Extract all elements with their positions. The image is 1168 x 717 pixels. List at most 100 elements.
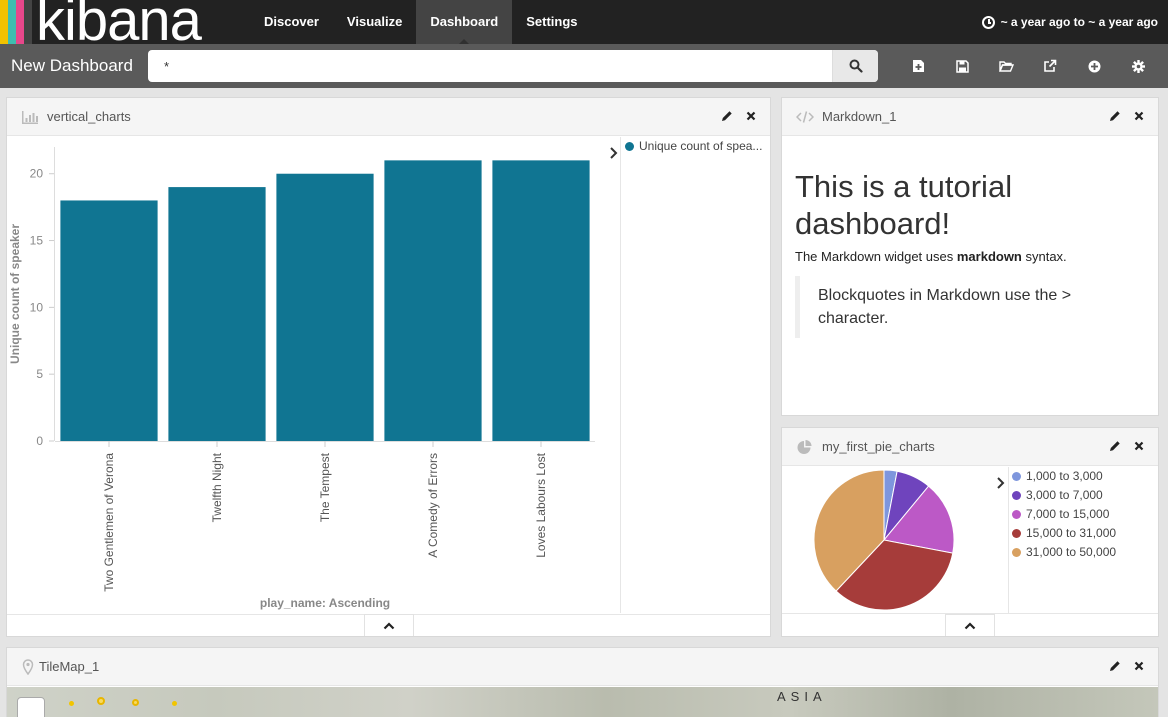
chevron-right-icon bbox=[610, 147, 618, 159]
tab-dashboard[interactable]: Dashboard bbox=[416, 0, 513, 44]
top-nav: kibana Discover Visualize Dashboard Sett… bbox=[0, 0, 1168, 44]
close-icon bbox=[1134, 441, 1144, 451]
x-tick-label: Twelfth Night bbox=[210, 452, 224, 522]
pie-slice bbox=[883, 485, 955, 554]
panel-vertical-charts: vertical_charts 0 5 10 15 20 Two Gentlemen of… bbox=[6, 97, 771, 637]
options-button[interactable] bbox=[1116, 44, 1160, 88]
y-tick-label: 20 bbox=[30, 167, 44, 181]
legend-dot bbox=[1012, 509, 1021, 519]
save-dashboard-button[interactable] bbox=[940, 44, 984, 88]
new-dashboard-icon bbox=[912, 60, 924, 72]
logo-stripe bbox=[0, 0, 8, 44]
nav-tabs: Discover Visualize Dashboard Settings bbox=[250, 0, 592, 44]
markdown-paragraph: The Markdown widget uses markdown syntax… bbox=[795, 249, 1067, 264]
chevron-right-icon bbox=[997, 477, 1005, 489]
add-panel-button[interactable] bbox=[1072, 44, 1116, 88]
x-axis-label: play_name: Ascending bbox=[260, 596, 390, 610]
legend-item[interactable]: 31,000 to 50,000 bbox=[1012, 545, 1116, 559]
pie-slice bbox=[813, 469, 885, 592]
share-icon bbox=[1044, 59, 1057, 72]
chevron-up-icon bbox=[383, 621, 395, 629]
collapse-toggle[interactable] bbox=[364, 614, 414, 636]
x-tick-label: The Tempest bbox=[318, 452, 332, 522]
y-tick-label: 0 bbox=[36, 434, 43, 448]
close-icon bbox=[1134, 661, 1144, 671]
bar bbox=[276, 173, 374, 441]
bar bbox=[492, 160, 590, 441]
clock-icon bbox=[981, 15, 995, 29]
markdown-bold-text: markdown bbox=[956, 249, 1022, 264]
collapse-toggle[interactable] bbox=[945, 614, 995, 636]
edit-panel-button[interactable] bbox=[1108, 109, 1122, 123]
legend-label: 1,000 to 3,000 bbox=[1026, 469, 1103, 483]
pie-chart-icon bbox=[797, 440, 812, 454]
panel-actions bbox=[1108, 439, 1146, 453]
bar bbox=[60, 200, 158, 441]
close-icon bbox=[746, 111, 756, 121]
map-marker bbox=[69, 701, 74, 706]
remove-panel-button[interactable] bbox=[1132, 439, 1146, 453]
code-icon bbox=[796, 111, 814, 123]
panel-title: TileMap_1 bbox=[39, 659, 100, 674]
panel-pie-chart: my_first_pie_charts 1,000 to 3,000 3,000 … bbox=[781, 427, 1159, 637]
tab-discover[interactable]: Discover bbox=[264, 14, 319, 29]
new-dashboard-button[interactable] bbox=[896, 44, 940, 88]
kibana-logo[interactable]: kibana bbox=[0, 0, 235, 44]
panel-title: Markdown_1 bbox=[822, 109, 897, 124]
logo-stripe bbox=[24, 0, 32, 44]
logo-stripe bbox=[8, 0, 16, 44]
legend-toggle[interactable] bbox=[994, 474, 1008, 492]
legend-dot bbox=[1012, 528, 1021, 538]
bar-chart-icon bbox=[22, 111, 38, 124]
logo-stripe bbox=[16, 0, 24, 44]
edit-panel-button[interactable] bbox=[720, 109, 734, 123]
map-marker-icon bbox=[22, 659, 34, 675]
panel-actions bbox=[720, 109, 758, 123]
timepicker-label: ~ a year ago to ~ a year ago bbox=[1000, 15, 1158, 29]
open-dashboard-button[interactable] bbox=[984, 44, 1028, 88]
legend-item[interactable]: 1,000 to 3,000 bbox=[1012, 469, 1103, 483]
panel-actions bbox=[1108, 109, 1146, 123]
pencil-icon bbox=[1110, 661, 1120, 671]
chevron-up-icon bbox=[964, 621, 976, 629]
dashboard-toolbar bbox=[896, 44, 1160, 88]
tile-map[interactable]: ASIA bbox=[7, 687, 1158, 717]
legend-label: 7,000 to 15,000 bbox=[1026, 507, 1110, 521]
legend-label: Unique count of spea... bbox=[639, 139, 763, 153]
panel-title: vertical_charts bbox=[47, 109, 131, 124]
remove-panel-button[interactable] bbox=[744, 109, 758, 123]
y-axis-label: Unique count of speaker bbox=[8, 224, 22, 364]
legend-toggle[interactable] bbox=[607, 144, 621, 162]
tab-settings[interactable]: Settings bbox=[526, 14, 578, 29]
search-input[interactable] bbox=[148, 50, 832, 82]
save-icon bbox=[955, 59, 969, 73]
panel-markdown: Markdown_1 This is a tutorial dashboard!… bbox=[781, 97, 1159, 416]
map-zoom-control[interactable] bbox=[17, 697, 45, 717]
legend-dot bbox=[625, 141, 634, 151]
panel-actions bbox=[1108, 659, 1146, 673]
legend-item[interactable]: 15,000 to 31,000 bbox=[1012, 526, 1116, 540]
panel-header: my_first_pie_charts bbox=[782, 428, 1158, 466]
map-marker bbox=[97, 697, 105, 705]
remove-panel-button[interactable] bbox=[1132, 659, 1146, 673]
legend-item[interactable]: 3,000 to 7,000 bbox=[1012, 488, 1103, 502]
search-button[interactable] bbox=[832, 50, 878, 82]
panel-header: vertical_charts bbox=[7, 98, 770, 136]
legend-dot bbox=[1012, 471, 1021, 481]
markdown-paragraph-text: The Markdown widget uses bbox=[795, 249, 957, 264]
add-panel-icon bbox=[1088, 60, 1100, 72]
edit-panel-button[interactable] bbox=[1108, 439, 1122, 453]
legend-label: 15,000 to 31,000 bbox=[1026, 526, 1117, 540]
edit-panel-button[interactable] bbox=[1108, 659, 1122, 673]
remove-panel-button[interactable] bbox=[1132, 109, 1146, 123]
markdown-heading: This is a tutorial dashboard! bbox=[795, 169, 1013, 241]
bar-chart: 0 5 10 15 20 Two Gentlemen of Verona Twelfth N… bbox=[7, 137, 770, 615]
share-dashboard-button[interactable] bbox=[1028, 44, 1072, 88]
legend-item[interactable]: Unique count of spea... bbox=[625, 139, 762, 153]
map-marker bbox=[132, 699, 139, 706]
legend-item[interactable]: 7,000 to 15,000 bbox=[1012, 507, 1109, 521]
timepicker[interactable]: ~ a year ago to ~ a year ago bbox=[981, 0, 1158, 44]
markdown-blockquote: Blockquotes in Markdown use the > charac… bbox=[795, 276, 1145, 338]
tab-visualize[interactable]: Visualize bbox=[346, 14, 403, 29]
x-tick-label: Two Gentlemen of Verona bbox=[102, 453, 116, 592]
